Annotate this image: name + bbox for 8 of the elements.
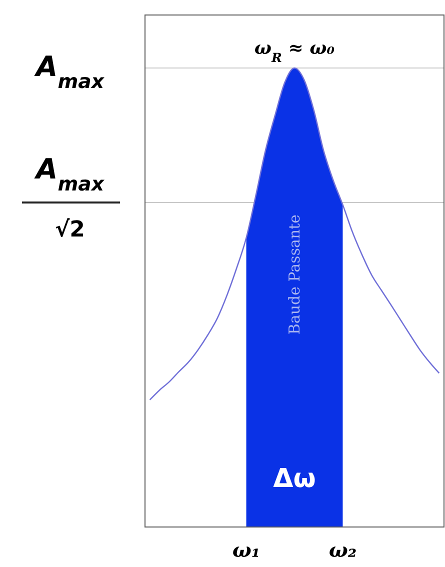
x-tick-label: ω₁: [232, 538, 260, 562]
annotation: Δω: [273, 464, 316, 494]
text: √2: [55, 217, 85, 242]
x-tick-label: ω₂: [328, 538, 357, 562]
text: A$_{max}$: [34, 50, 106, 92]
text: ω$_{R}$ ≈ ω₀: [254, 38, 335, 64]
text: A$_{max}$: [34, 152, 106, 195]
annotation: Baude Passante: [286, 214, 304, 335]
